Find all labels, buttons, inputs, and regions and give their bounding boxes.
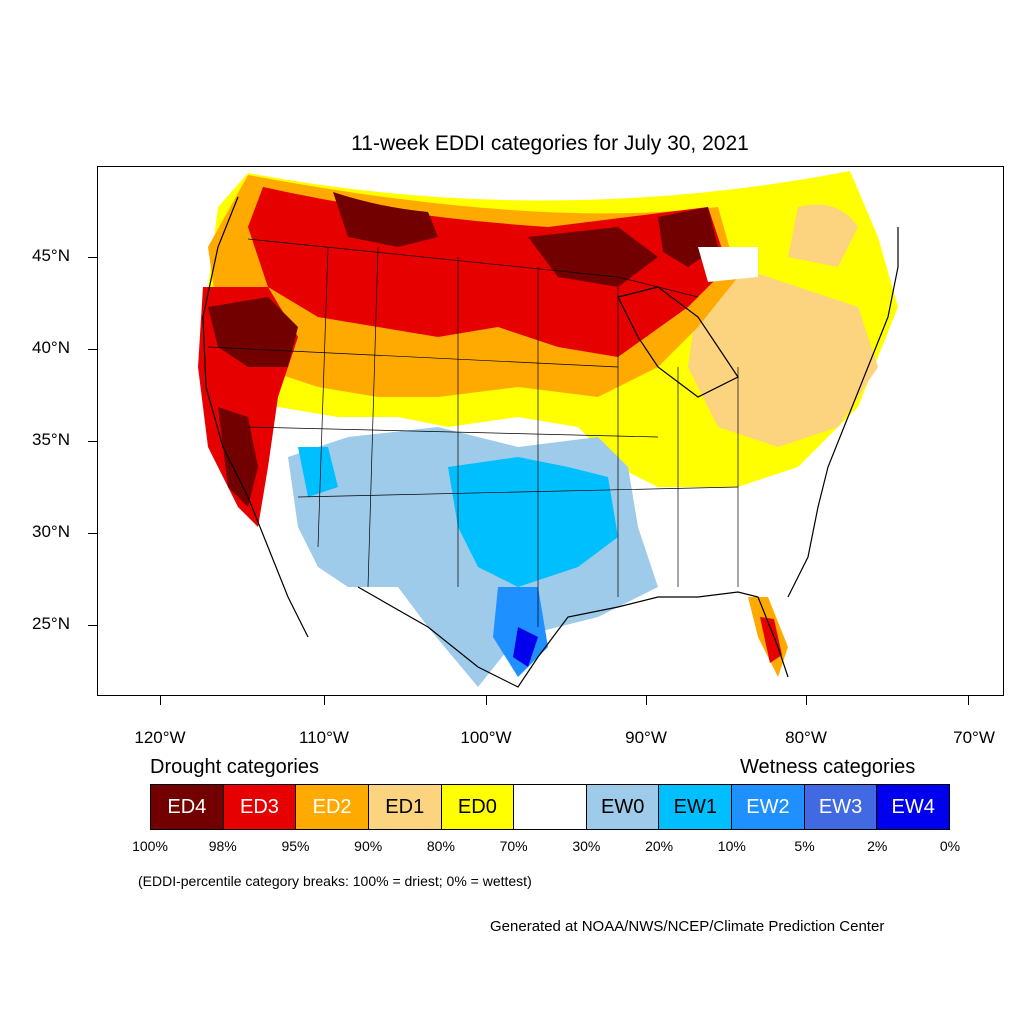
state-lines-h1: [207, 346, 619, 368]
xtick-label: 120°W: [134, 728, 186, 747]
percentile-label: 20%: [645, 838, 674, 854]
ytick-mark: [88, 257, 97, 258]
legend-cell: ED1: [368, 785, 442, 829]
region-ew1-sw: [298, 447, 338, 497]
ytick-label: 25°N: [32, 614, 70, 633]
ytick-label: 30°N: [32, 522, 70, 541]
coastline-east: [787, 227, 899, 598]
state-lines-v1: [317, 246, 329, 548]
ytick-mark: [88, 441, 97, 442]
percentile-label: 0%: [939, 838, 961, 854]
xtick-label: 70°W: [953, 728, 995, 747]
region-neutral-se: [638, 467, 818, 587]
xtick-mark: [324, 696, 325, 705]
percentile-label: 5%: [794, 838, 815, 854]
ytick-mark: [88, 349, 97, 350]
state-lines-v2: [367, 246, 379, 588]
state-lines-h3: [297, 486, 739, 498]
percentile-label: 80%: [426, 838, 455, 854]
xtick-label: 90°W: [625, 728, 667, 747]
legend-cell: EW4: [877, 785, 950, 829]
map-canvas: [98, 167, 1003, 695]
percentile-label: 2%: [867, 838, 888, 854]
legend-cell: EW0: [586, 785, 660, 829]
percentile-label: 10%: [717, 838, 746, 854]
wetness-heading: Wetness categories: [740, 756, 916, 778]
percentile-label: 98%: [208, 838, 237, 854]
legend-cell: ED0: [441, 785, 515, 829]
region-ed1-northeast: [788, 204, 858, 267]
region-ed4-ca: [218, 407, 258, 507]
xtick-mark: [646, 696, 647, 705]
region-ew1: [448, 457, 618, 587]
xtick-mark: [160, 696, 161, 705]
percentile-label: 30%: [572, 838, 601, 854]
map-title: 11-week EDDI categories for July 30, 202…: [351, 132, 749, 155]
xtick-label: 80°W: [785, 728, 827, 747]
legend-cell: ED4: [151, 785, 224, 829]
border-canada: [247, 238, 699, 298]
coastline-west: [202, 196, 309, 638]
state-lines-h2: [247, 426, 659, 438]
credit-text: Generated at NOAA/NWS/NCEP/Climate Predi…: [490, 918, 885, 935]
ytick-label: 45°N: [32, 246, 70, 265]
drought-heading: Drought categories: [150, 756, 319, 778]
coastline-gulf: [357, 586, 789, 688]
legend-cell: EW2: [732, 785, 805, 829]
percentile-label: 95%: [281, 838, 310, 854]
ytick-mark: [88, 533, 97, 534]
region-ed4-mt: [333, 192, 438, 247]
xtick-mark: [806, 696, 807, 705]
legend-colorbar: ED4 ED3 ED2 ED1 ED0 EW0 EW1 EW2 EW3 EW4: [150, 784, 950, 830]
region-ed4-nd: [528, 227, 658, 287]
ytick-mark: [88, 625, 97, 626]
region-neutral-ne: [698, 247, 758, 282]
legend-cell: EW1: [659, 785, 733, 829]
percentile-label: 90%: [354, 838, 383, 854]
ytick-label: 40°N: [32, 338, 70, 357]
region-ew4: [513, 627, 538, 667]
region-ed4-nw: [208, 297, 298, 367]
xtick-mark: [486, 696, 487, 705]
legend-cell: EW3: [804, 785, 878, 829]
legend-cell: [514, 785, 587, 829]
region-ed1-east: [688, 267, 878, 447]
eddi-map: [97, 166, 1004, 696]
xtick-mark: [968, 696, 969, 705]
region-fl-ed3: [760, 617, 782, 663]
ytick-label: 35°N: [32, 430, 70, 449]
category-note: (EDDI-percentile category breaks: 100% =…: [138, 873, 532, 889]
xtick-label: 100°W: [460, 728, 512, 747]
legend-cell: ED3: [223, 785, 297, 829]
percentile-label: 70%: [499, 838, 528, 854]
percentile-label: 100%: [132, 838, 168, 854]
legend-cell: ED2: [296, 785, 369, 829]
xtick-label: 110°W: [299, 728, 349, 747]
